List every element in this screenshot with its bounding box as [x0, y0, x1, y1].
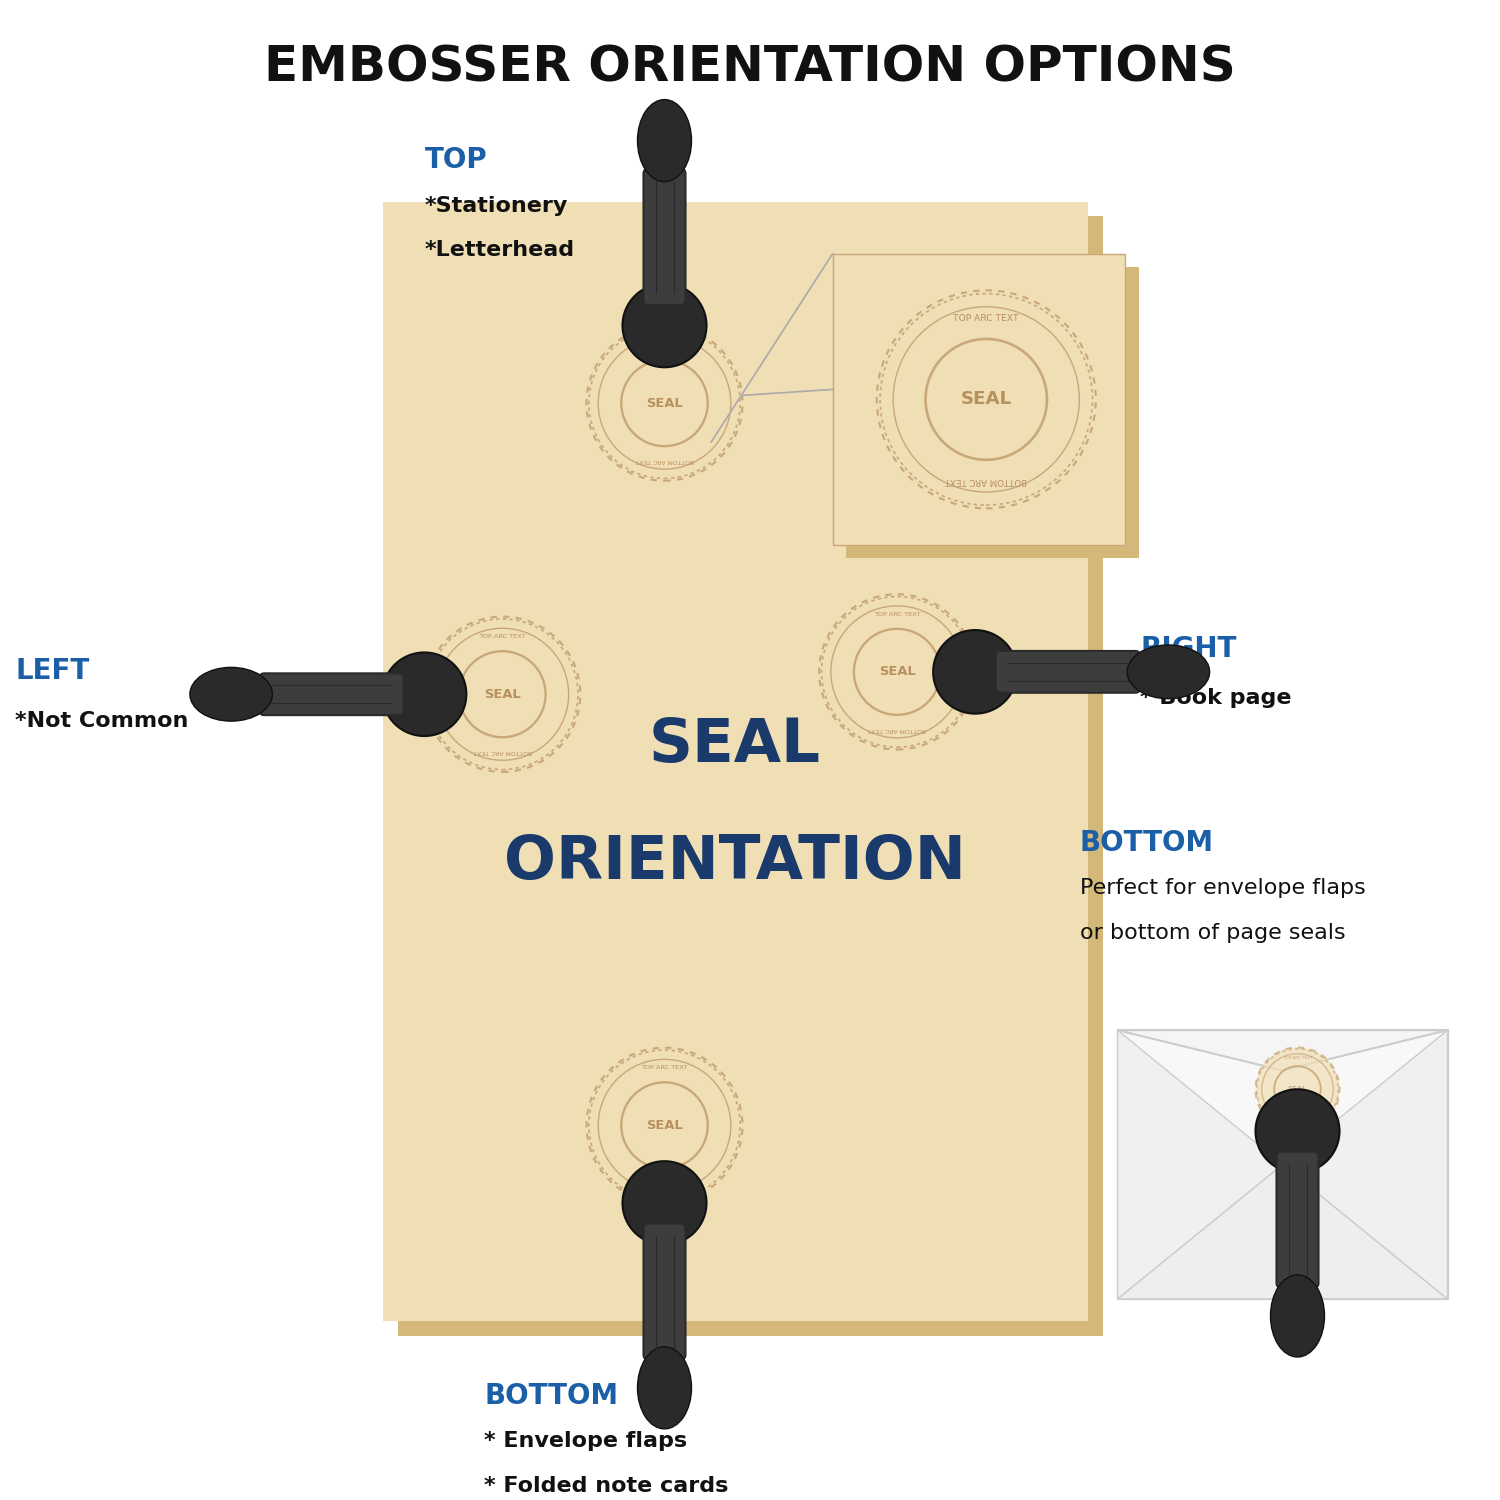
Text: ORIENTATION: ORIENTATION — [504, 833, 966, 891]
Circle shape — [622, 1161, 706, 1245]
Circle shape — [382, 652, 466, 736]
FancyBboxPatch shape — [846, 267, 1138, 558]
FancyBboxPatch shape — [644, 1224, 686, 1359]
Text: TOP ARC TEXT: TOP ARC TEXT — [478, 634, 525, 639]
Polygon shape — [1282, 1030, 1448, 1299]
Text: SEAL: SEAL — [646, 396, 682, 410]
Text: *Not Common: *Not Common — [15, 711, 189, 730]
Text: * Folded note cards: * Folded note cards — [484, 1476, 729, 1496]
Circle shape — [933, 630, 1017, 714]
Circle shape — [424, 616, 580, 772]
Circle shape — [876, 291, 1095, 508]
Text: or bottom of page seals: or bottom of page seals — [1080, 922, 1346, 942]
Polygon shape — [1118, 1030, 1282, 1299]
Text: BOTTOM ARC TEXT: BOTTOM ARC TEXT — [636, 1180, 693, 1185]
Text: LEFT: LEFT — [15, 657, 90, 686]
FancyBboxPatch shape — [382, 201, 1088, 1322]
Text: TOP: TOP — [424, 147, 488, 174]
Text: BOTTOM: BOTTOM — [484, 1382, 618, 1410]
Text: TOP ARC TEXT: TOP ARC TEXT — [954, 314, 1018, 322]
Circle shape — [819, 594, 975, 750]
Circle shape — [622, 284, 706, 368]
Text: BOTTOM ARC TEXT: BOTTOM ARC TEXT — [868, 728, 927, 732]
Text: SEAL: SEAL — [1287, 1086, 1306, 1092]
Text: SEAL: SEAL — [960, 390, 1012, 408]
Ellipse shape — [190, 668, 273, 722]
Text: SEAL: SEAL — [484, 687, 520, 700]
FancyBboxPatch shape — [1118, 1030, 1448, 1299]
Circle shape — [586, 326, 742, 480]
Circle shape — [1256, 1089, 1340, 1173]
Text: TOP ARC TEXT: TOP ARC TEXT — [642, 344, 687, 348]
FancyBboxPatch shape — [398, 216, 1102, 1336]
Text: SEAL: SEAL — [879, 666, 915, 678]
Polygon shape — [1118, 1164, 1448, 1299]
FancyBboxPatch shape — [833, 254, 1125, 544]
FancyBboxPatch shape — [996, 651, 1140, 693]
Circle shape — [1256, 1047, 1340, 1131]
Text: *Stationery: *Stationery — [424, 195, 568, 216]
Circle shape — [586, 1047, 742, 1203]
Text: BOTTOM: BOTTOM — [1080, 828, 1214, 856]
FancyBboxPatch shape — [644, 170, 686, 304]
Text: Perfect for envelope flaps: Perfect for envelope flaps — [1080, 878, 1365, 898]
Text: SEAL: SEAL — [646, 1119, 682, 1132]
Text: TOP ARC TEXT: TOP ARC TEXT — [642, 1065, 687, 1071]
Text: RIGHT: RIGHT — [1140, 634, 1236, 663]
FancyBboxPatch shape — [1276, 1152, 1318, 1287]
Text: BOTTOM ARC TEXT: BOTTOM ARC TEXT — [945, 476, 1028, 484]
Text: BOTTOM ARC TEXT: BOTTOM ARC TEXT — [1278, 1118, 1317, 1122]
Text: TOP ARC TEXT: TOP ARC TEXT — [1282, 1056, 1312, 1060]
Text: *Letterhead: *Letterhead — [424, 240, 574, 261]
Text: * Book page: * Book page — [1140, 688, 1292, 708]
Text: BOTTOM ARC TEXT: BOTTOM ARC TEXT — [472, 748, 531, 754]
Text: TOP ARC TEXT: TOP ARC TEXT — [874, 612, 921, 616]
Text: EMBOSSER ORIENTATION OPTIONS: EMBOSSER ORIENTATION OPTIONS — [264, 44, 1236, 92]
Ellipse shape — [638, 99, 692, 182]
Ellipse shape — [638, 1347, 692, 1430]
Text: BOTTOM ARC TEXT: BOTTOM ARC TEXT — [636, 458, 693, 464]
Ellipse shape — [1270, 1275, 1324, 1358]
Text: SEAL: SEAL — [650, 717, 820, 776]
Polygon shape — [1118, 1030, 1448, 1071]
Text: * Envelope flaps: * Envelope flaps — [484, 1431, 687, 1452]
FancyBboxPatch shape — [260, 674, 404, 716]
Ellipse shape — [1126, 645, 1209, 699]
